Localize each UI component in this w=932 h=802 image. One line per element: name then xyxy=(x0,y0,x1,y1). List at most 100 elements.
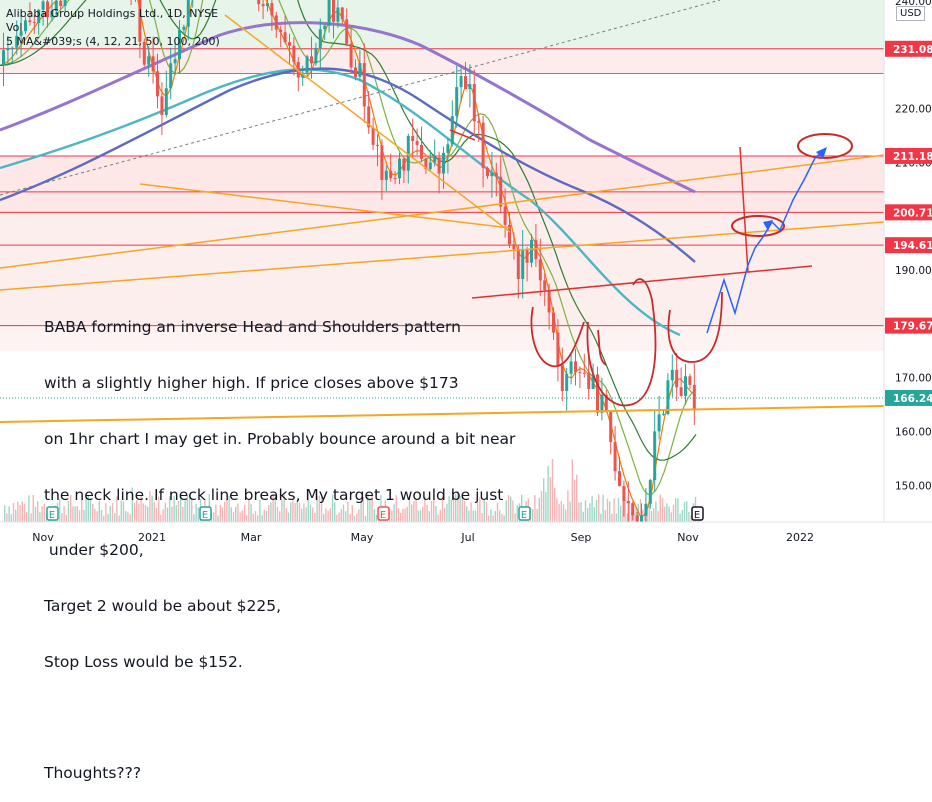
volume-bar xyxy=(105,503,107,522)
volume-bar xyxy=(184,500,186,522)
volume-bar xyxy=(558,504,560,522)
candle xyxy=(367,90,371,134)
price-badge: 211.18 xyxy=(885,147,932,164)
volume-bar xyxy=(626,513,628,522)
volume-bar xyxy=(424,496,426,522)
volume-bar xyxy=(136,500,138,522)
candle xyxy=(301,65,305,87)
volume-bar xyxy=(549,477,551,522)
volume-bar xyxy=(446,503,448,522)
head-outline xyxy=(586,278,657,407)
volume-bar xyxy=(532,509,534,522)
earnings-flag-letter: E xyxy=(694,510,700,521)
candle xyxy=(164,70,168,118)
volume-bar xyxy=(221,507,224,522)
candle-body xyxy=(332,0,335,22)
volume-bar xyxy=(556,498,558,522)
volume-bar xyxy=(428,511,430,522)
price-badge-bg xyxy=(885,317,932,334)
candle-body xyxy=(684,376,687,396)
volume-bar xyxy=(457,490,459,522)
earnings-flag-icon: E xyxy=(691,506,704,521)
volume-bar xyxy=(186,495,188,522)
upper-trendline xyxy=(0,154,885,269)
candle-body xyxy=(490,172,494,177)
annotation-line-7: Stop Loss would be $152. xyxy=(44,652,243,671)
candle xyxy=(512,232,516,260)
volume-bar xyxy=(644,513,646,522)
volume-bar xyxy=(686,501,688,522)
candle-body xyxy=(626,500,630,504)
price-badge-bg xyxy=(885,237,932,254)
volume-bar xyxy=(439,509,441,522)
volume-bar xyxy=(188,494,191,522)
x-tick-label: Nov xyxy=(677,531,699,544)
volume-bar xyxy=(635,506,637,522)
y-tick-label: 190.00 xyxy=(895,265,932,277)
candle-body xyxy=(591,374,595,390)
volume-bar xyxy=(298,502,301,522)
price-badge-label: 200.71 xyxy=(893,207,932,219)
volume-bar xyxy=(688,511,690,522)
symbol-title: Alibaba Group Holdings Ltd., 1D, NYSE xyxy=(6,7,219,20)
candle xyxy=(349,26,353,74)
y-tick-label: 220.00 xyxy=(895,103,932,115)
volume-bar xyxy=(285,508,287,522)
candle-body xyxy=(578,372,582,374)
candle xyxy=(486,166,489,179)
candle xyxy=(653,410,657,493)
volume-bar xyxy=(83,510,85,522)
candle-body xyxy=(600,394,604,413)
candle-body xyxy=(41,1,45,10)
price-badge-label: 166.24 xyxy=(893,393,932,405)
volume-bar xyxy=(430,500,433,522)
volume-bar xyxy=(474,510,477,522)
candle-body xyxy=(622,486,626,501)
candle xyxy=(393,171,397,185)
volume-bar xyxy=(573,479,576,522)
volume-bar xyxy=(85,497,87,522)
volume-bar xyxy=(120,500,122,522)
candle-body xyxy=(613,442,617,472)
volume-bar xyxy=(114,513,116,522)
candle-body xyxy=(384,170,388,180)
volume-bar xyxy=(534,495,536,522)
volume-bar xyxy=(327,510,329,522)
candle xyxy=(609,410,613,455)
volume-bar xyxy=(259,499,261,522)
candle xyxy=(266,0,269,12)
candle-body xyxy=(494,172,498,177)
candle-body xyxy=(46,1,49,18)
volume-bar xyxy=(543,478,545,522)
volume-bar xyxy=(672,504,675,522)
candle xyxy=(411,118,415,158)
head-inner-outline xyxy=(597,329,607,366)
axes: 270.00260.00250.00240.00220.00210.00190.… xyxy=(0,0,932,547)
candle-body xyxy=(2,50,5,66)
candle-body xyxy=(468,84,472,90)
left-shoulder-outline xyxy=(530,306,585,368)
volume-bar xyxy=(294,503,296,522)
volume-bar xyxy=(232,512,235,522)
candle-body xyxy=(283,32,287,43)
price-chart[interactable]: 270.00260.00250.00240.00220.00210.00190.… xyxy=(0,0,932,550)
volume-bar xyxy=(415,499,417,522)
volume-bar xyxy=(155,508,158,522)
volume-bar xyxy=(433,499,435,522)
x-tick-label: 2022 xyxy=(786,531,814,544)
volume-bar xyxy=(670,512,672,522)
candle xyxy=(679,367,683,397)
volume-bar xyxy=(149,491,151,522)
volume-bar xyxy=(391,510,393,522)
volume-bar xyxy=(683,501,686,522)
volume-bar xyxy=(217,515,219,522)
volume-bar xyxy=(257,515,259,522)
volume-bar xyxy=(195,503,197,522)
currency-button[interactable]: USD xyxy=(896,6,926,21)
price-badge-bg xyxy=(885,147,932,164)
volume-bar xyxy=(639,499,642,522)
candle xyxy=(389,153,393,182)
candle-body xyxy=(459,76,463,88)
candle-body xyxy=(24,20,27,32)
volume-bar xyxy=(169,496,171,522)
